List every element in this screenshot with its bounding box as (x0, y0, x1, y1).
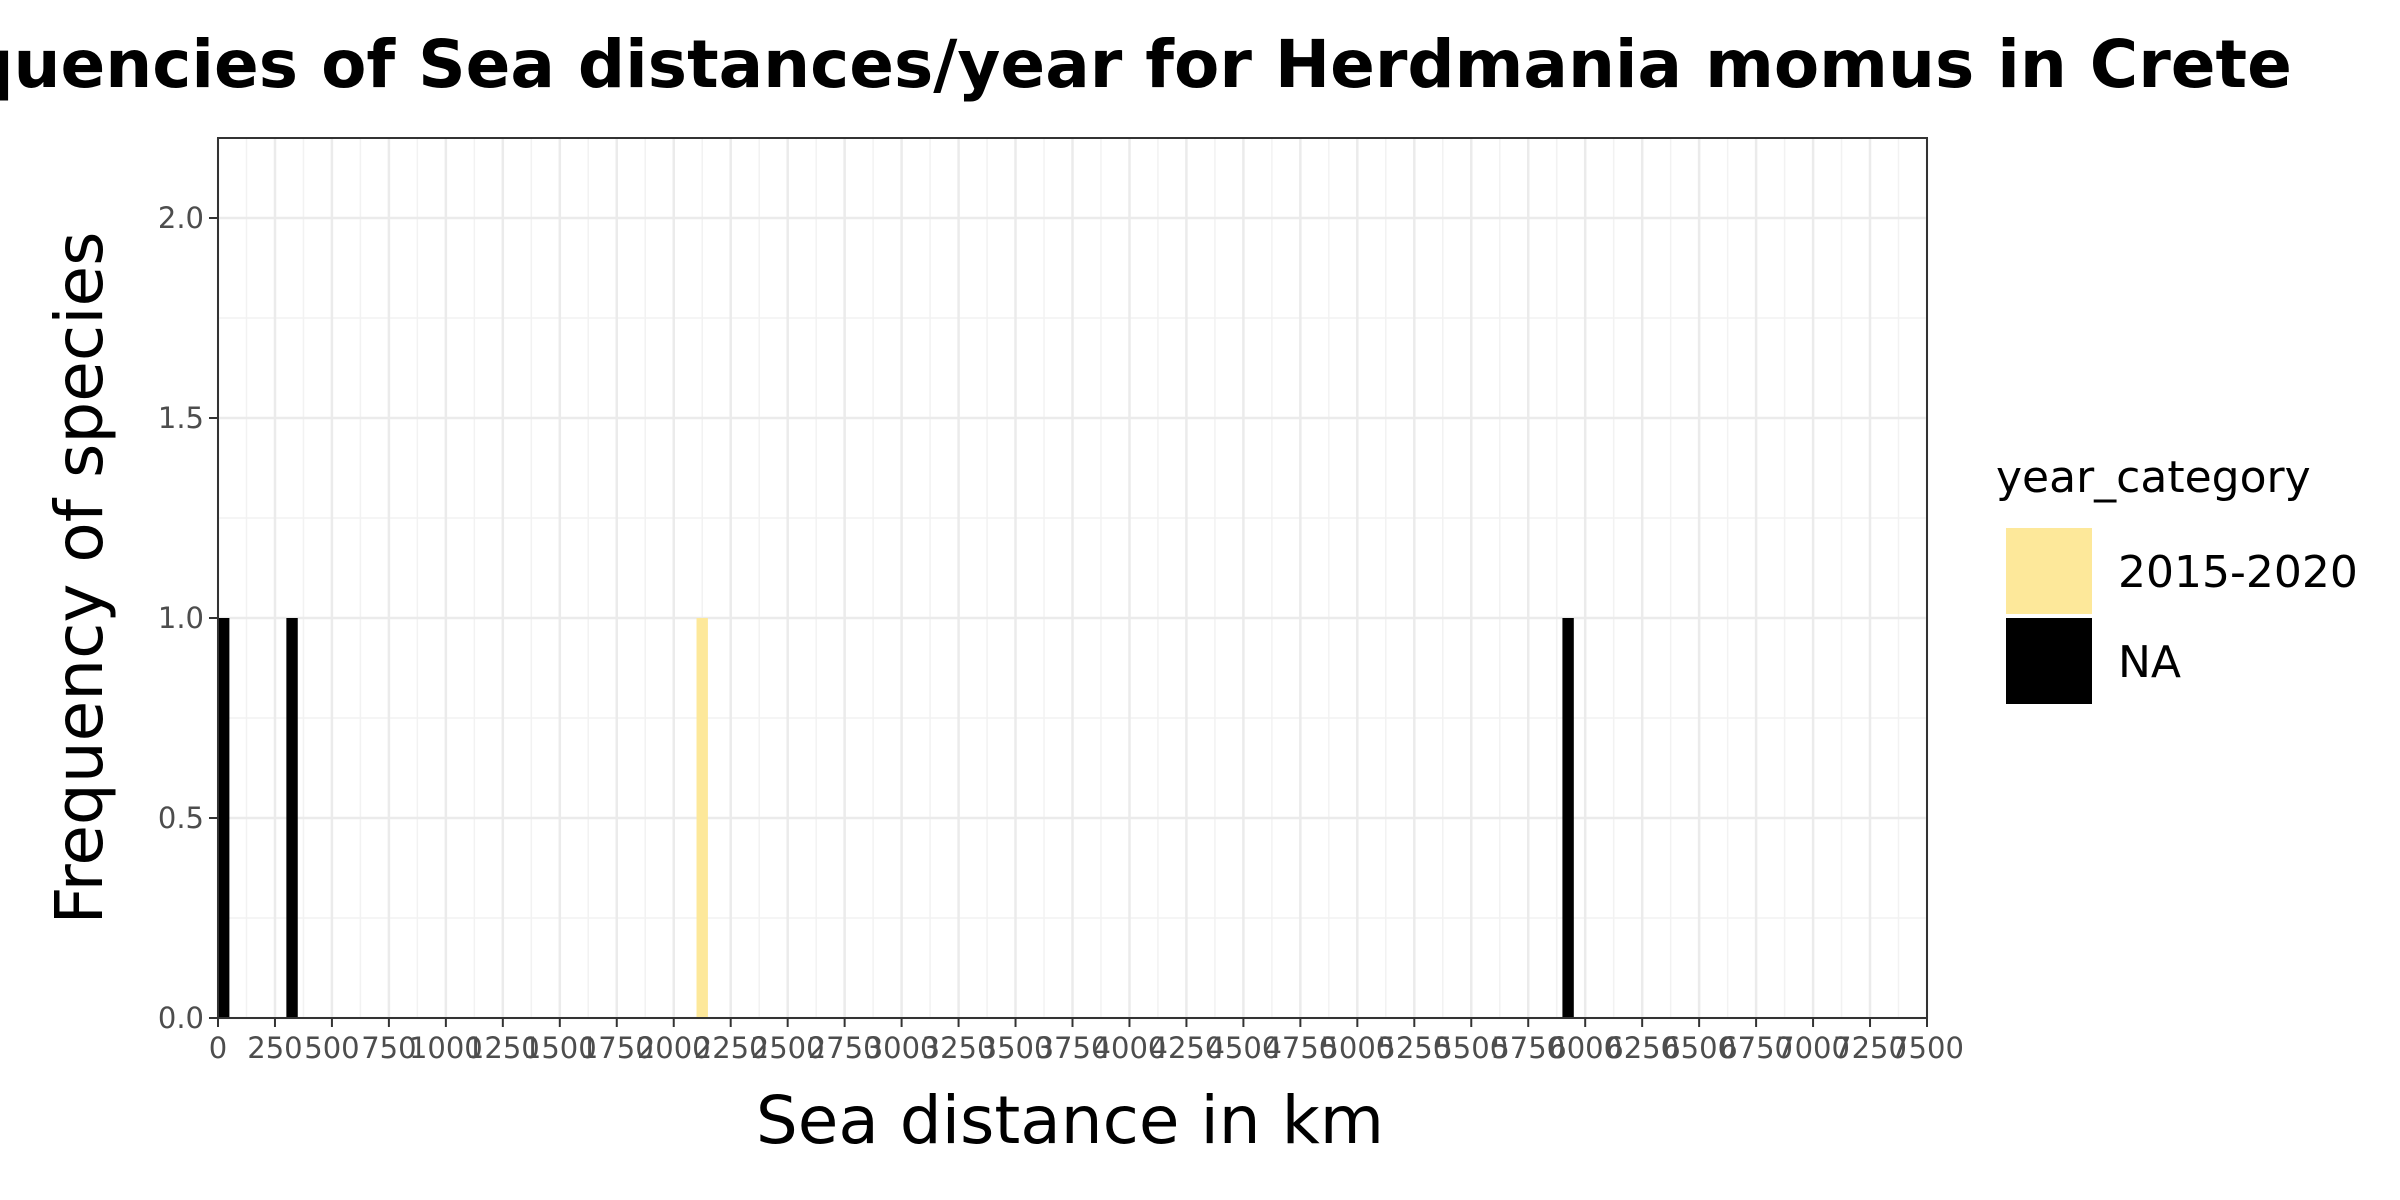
y-axis-title: Frequency of species (41, 231, 118, 924)
y-axis: 0.0 0.5 1.0 1.5 2.0 (158, 201, 218, 1035)
x-tick-label: 4250 (1150, 1031, 1224, 1065)
minor-gridlines (218, 138, 1927, 1018)
y-tick-label: 1.5 (158, 401, 204, 435)
x-tick-label: 4750 (1263, 1031, 1337, 1065)
x-tick-label: 750 (361, 1031, 416, 1065)
bars (218, 618, 1574, 1018)
x-tick-label: 3750 (1036, 1031, 1110, 1065)
legend-swatch (2006, 618, 2092, 704)
chart-title: Frequencies of Sea distances/year for He… (0, 26, 2292, 103)
x-tick-label: 4500 (1206, 1031, 1280, 1065)
bar (696, 618, 708, 1018)
x-tick-label: 3000 (865, 1031, 939, 1065)
x-tick-label: 0 (209, 1031, 227, 1065)
x-tick-label: 500 (304, 1031, 359, 1065)
x-tick-label: 250 (247, 1031, 302, 1065)
bar (218, 618, 230, 1018)
y-tick-label: 2.0 (158, 201, 204, 235)
x-tick-label: 7500 (1890, 1031, 1964, 1065)
x-tick-label: 1750 (580, 1031, 654, 1065)
legend-title: year_category (1996, 452, 2311, 503)
x-tick-label: 3500 (979, 1031, 1053, 1065)
x-tick-label: 7250 (1833, 1031, 1907, 1065)
y-tick-label: 0.5 (158, 801, 204, 835)
bar (286, 618, 298, 1018)
x-tick-label: 6250 (1605, 1031, 1679, 1065)
x-axis-title: Sea distance in km (756, 1082, 1384, 1159)
x-tick-label: 7000 (1776, 1031, 1850, 1065)
x-tick-label: 5250 (1377, 1031, 1451, 1065)
y-tick-label: 1.0 (158, 601, 204, 635)
x-tick-label: 4000 (1093, 1031, 1167, 1065)
x-tick-label: 5500 (1434, 1031, 1508, 1065)
y-tick-label: 0.0 (158, 1001, 204, 1035)
legend-label: 2015-2020 (2118, 547, 2358, 598)
x-tick-label: 2500 (751, 1031, 825, 1065)
x-tick-label: 2250 (694, 1031, 768, 1065)
x-tick-label: 5000 (1320, 1031, 1394, 1065)
legend-items: 2015-2020 NA (2006, 528, 2358, 704)
x-tick-label: 5750 (1491, 1031, 1565, 1065)
x-tick-label: 2000 (637, 1031, 711, 1065)
x-tick-label: 6500 (1662, 1031, 1736, 1065)
x-tick-label: 2750 (808, 1031, 882, 1065)
legend: year_category 2015-2020 NA (1996, 452, 2358, 704)
x-axis: 0 250 500 750100012501500175020002250250027… (209, 1018, 1964, 1065)
x-tick-label: 3250 (922, 1031, 996, 1065)
x-tick-label: 6000 (1548, 1031, 1622, 1065)
x-tick-label: 1500 (523, 1031, 597, 1065)
bar (1562, 618, 1574, 1018)
legend-swatch (2006, 528, 2092, 614)
legend-label: NA (2118, 637, 2181, 688)
x-tick-label: 1250 (466, 1031, 540, 1065)
x-tick-label: 6750 (1719, 1031, 1793, 1065)
x-tick-label: 1000 (409, 1031, 483, 1065)
